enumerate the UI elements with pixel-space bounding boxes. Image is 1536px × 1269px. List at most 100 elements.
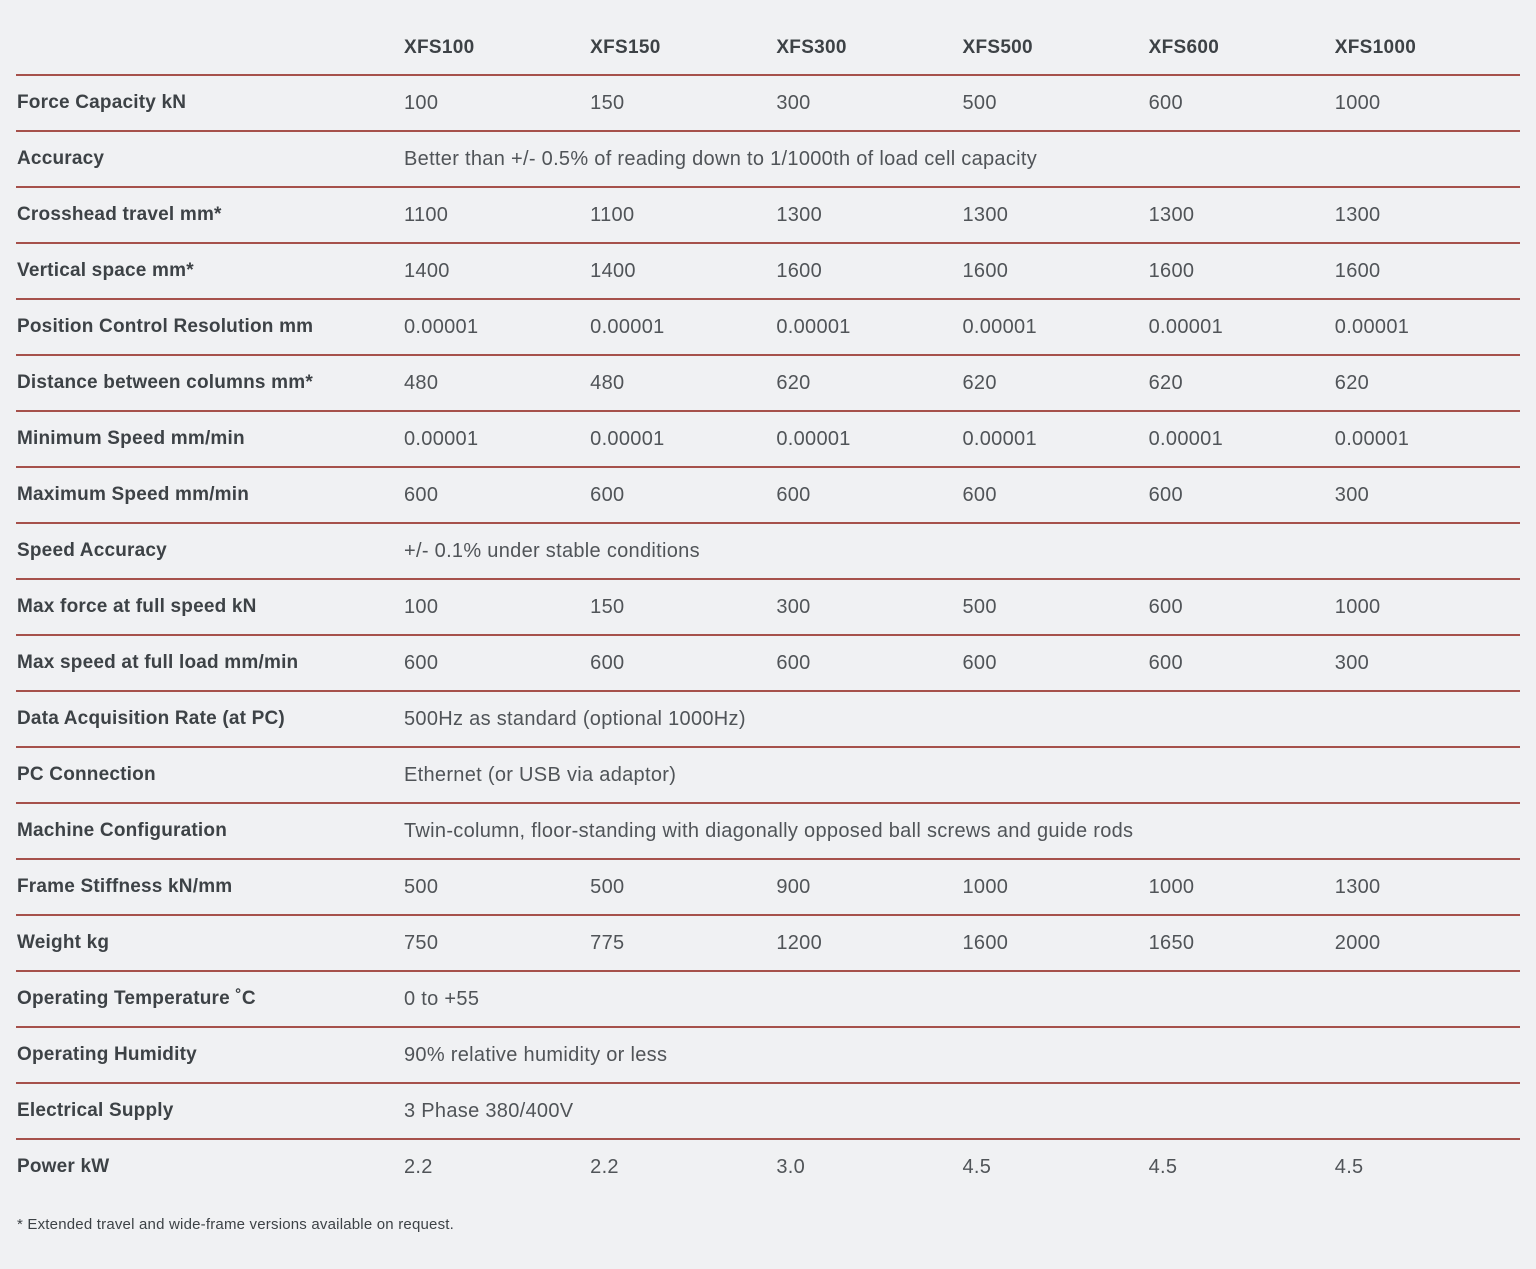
cell-value: 620 [961,355,1148,412]
cell-value: 600 [403,635,590,692]
spec-sheet-page: XFS100 XFS150 XFS300 XFS500 XFS600 XFS1000 Fo… [16,0,1520,1233]
cell-value: 300 [775,75,962,132]
cell-value: 600 [961,635,1148,692]
cell-value: 750 [403,915,590,972]
cell-value: 150 [589,75,776,132]
cell-value: 0.00001 [1333,299,1520,356]
table-row: Distance between columns mm* 480 480 620 620… [16,355,1520,412]
cell-value: 480 [403,355,590,412]
cell-value: 1200 [775,915,962,972]
table-row: Minimum Speed mm/min 0.00001 0.00001 0.0000… [16,411,1520,468]
cell-value: 500 [589,859,776,916]
row-label: Electrical Supply [16,1083,403,1140]
row-label: Vertical space mm* [16,243,403,300]
cell-value: 300 [775,579,962,636]
cell-value: 900 [775,859,962,916]
table-row: Machine Configuration Twin-column, floor-… [16,803,1520,860]
cell-value: 600 [775,635,962,692]
cell-value: 620 [1333,355,1520,412]
cell-value: 0.00001 [589,299,776,356]
cell-span-value: +/- 0.1% under stable conditions [403,523,1520,580]
cell-value: 2.2 [590,1155,619,1178]
cell-value: 300 [1333,467,1520,524]
cell-value: 600 [1147,75,1334,132]
cell-value: 1000 [1147,859,1334,916]
cell-value: 0.00001 [775,411,962,468]
cell-value: 0.00001 [403,299,590,356]
column-header-xfs300: XFS300 [775,0,962,76]
table-row: Position Control Resolution mm 0.00001 0.0… [16,299,1520,356]
cell-span-value: Ethernet (or USB via adaptor) [403,747,1520,804]
column-header-xfs100: XFS100 [403,0,590,76]
cell-span-value: Twin-column, floor-standing with diagona… [403,803,1520,860]
cell-value: 4.5 [1148,1155,1178,1178]
row-label: Machine Configuration [16,803,403,860]
cell-value: 150 [589,579,776,636]
cell-value: 1300 [775,187,962,244]
cell-value: 100 [403,579,590,636]
row-label: Distance between columns mm* [16,355,403,412]
cell-value: 2.2 [404,1155,433,1178]
spec-table: XFS100 XFS150 XFS300 XFS500 XFS600 XFS1000 Fo… [16,0,1520,1194]
cell-value: 0.00001 [1147,299,1334,356]
table-row: Power kW 2.2 2.2 3.0 4.5 4.5 4.5 [16,1139,1520,1194]
table-row: Max speed at full load mm/min 600 600 600 60… [16,635,1520,692]
cell-value: 2000 [1333,915,1520,972]
table-row: Frame Stiffness kN/mm 500 500 900 1000 1000 13… [16,859,1520,916]
cell-value: 1600 [775,243,962,300]
table-row: Weight kg 750 775 1200 1600 1650 2000 [16,915,1520,972]
cell-value: 500 [961,579,1148,636]
cell-span-value: 500Hz as standard (optional 1000Hz) [403,691,1520,748]
cell-value: 620 [775,355,962,412]
row-label: Force Capacity kN [16,75,403,132]
cell-value: 1300 [1333,187,1520,244]
cell-value: 1400 [403,243,590,300]
cell-value: 0.00001 [775,299,962,356]
cell-value: 775 [589,915,776,972]
cell-value: 0.00001 [589,411,776,468]
cell-value: 300 [1333,635,1520,692]
cell-value: 600 [775,467,962,524]
table-row: Speed Accuracy +/- 0.1% under stable cond… [16,523,1520,580]
cell-value: 620 [1147,355,1334,412]
column-header-xfs500: XFS500 [961,0,1148,76]
row-label: Accuracy [16,131,403,188]
cell-value: 600 [589,635,776,692]
table-row: Maximum Speed mm/min 600 600 600 600 600 300 [16,467,1520,524]
cell-value: 600 [1147,467,1334,524]
cell-value: 100 [403,75,590,132]
cell-value: 500 [961,75,1148,132]
table-row: Crosshead travel mm* 1100 1100 1300 1300 1300… [16,187,1520,244]
table-row: Data Acquisition Rate (at PC) 500Hz as st… [16,691,1520,748]
column-header-xfs1000: XFS1000 [1333,0,1520,76]
cell-span-value: 3 Phase 380/400V [403,1083,1520,1140]
cell-value: 0.00001 [961,411,1148,468]
row-label: Power kW [17,1156,110,1177]
footnote: * Extended travel and wide-frame version… [17,1216,455,1233]
header-row: XFS100 XFS150 XFS300 XFS500 XFS600 XFS1000 [16,0,1520,76]
table-row: PC Connection Ethernet (or USB via adapto… [16,747,1520,804]
column-header-xfs600: XFS600 [1147,0,1334,76]
row-label: Minimum Speed mm/min [16,411,403,468]
cell-span-value: 90% relative humidity or less [403,1027,1520,1084]
table-row: Vertical space mm* 1400 1400 1600 1600 1600 16… [16,243,1520,300]
spec-table-body: Force Capacity kN 100 150 300 500 600 1000 Accu… [16,75,1520,1194]
cell-value: 1400 [589,243,776,300]
cell-value: 4.5 [1334,1155,1364,1178]
row-label: Max force at full speed kN [16,579,403,636]
row-label: Crosshead travel mm* [16,187,403,244]
cell-value: 1650 [1147,915,1334,972]
table-row: Operating Humidity 90% relative humidity … [16,1027,1520,1084]
cell-value: 1300 [961,187,1148,244]
row-label: Data Acquisition Rate (at PC) [16,691,403,748]
row-label: Max speed at full load mm/min [16,635,403,692]
table-row: Max force at full speed kN 100 150 300 500 60… [16,579,1520,636]
table-row: Operating Temperature ˚C 0 to +55 [16,971,1520,1028]
row-label: Maximum Speed mm/min [16,467,403,524]
cell-value: 600 [1147,579,1334,636]
cell-value: 1000 [961,859,1148,916]
cell-value: 600 [961,467,1148,524]
row-label: Weight kg [16,915,403,972]
cell-span-value: 0 to +55 [403,971,1520,1028]
cell-value: 1600 [961,243,1148,300]
